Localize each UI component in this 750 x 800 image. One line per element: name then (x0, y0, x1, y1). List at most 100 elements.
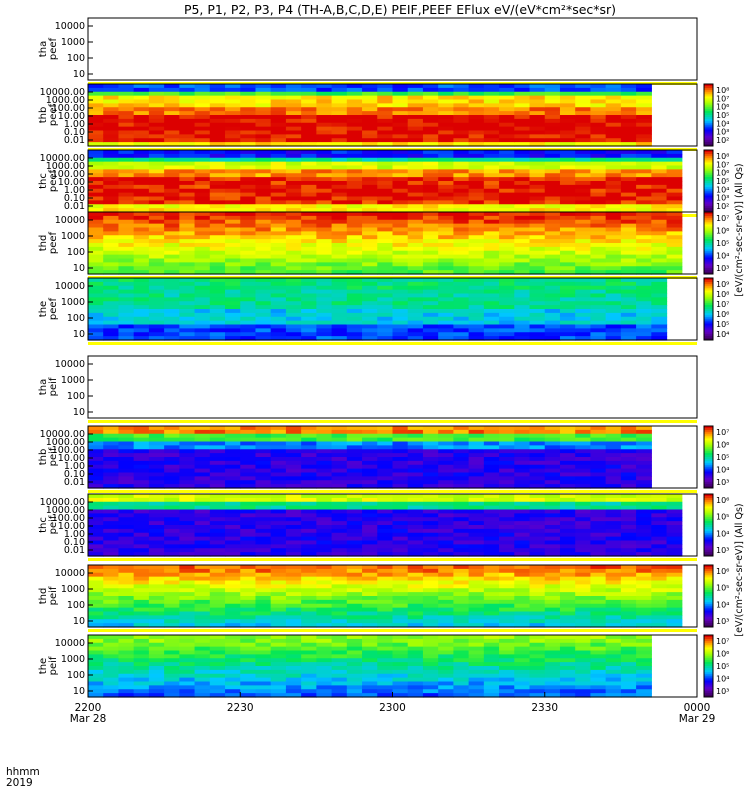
heatmap-cell (164, 565, 180, 570)
heatmap-cell (453, 254, 470, 260)
heatmap-cell (377, 552, 394, 557)
heatmap-cell (255, 312, 272, 318)
heatmap-cell (255, 441, 272, 446)
heatmap-cell (148, 476, 165, 481)
heatmap-cell (529, 181, 546, 186)
heatmap-cell (407, 134, 424, 139)
heatmap-cell (392, 476, 409, 481)
heatmap-cell (483, 243, 500, 248)
heatmap-cell (209, 305, 226, 310)
heatmap-cell (651, 494, 668, 499)
heatmap-cell (422, 312, 439, 318)
heatmap-cell (514, 615, 531, 620)
heatmap-cell (346, 161, 363, 167)
heatmap-cell (514, 188, 531, 194)
heatmap-cell (285, 278, 302, 283)
heatmap-cell (255, 681, 272, 686)
colorbar-swatch (704, 535, 713, 538)
heatmap-cell (316, 494, 333, 499)
heatmap-cell (392, 301, 409, 306)
heatmap-cell (285, 544, 302, 549)
heatmap-cell (285, 638, 302, 644)
heatmap-cell (240, 509, 257, 514)
heatmap-cell (651, 324, 668, 329)
heatmap-cell (240, 642, 257, 648)
heatmap-cell (118, 258, 135, 263)
heatmap-cell (483, 219, 500, 225)
heatmap-cell (620, 293, 637, 298)
heatmap-cell (301, 126, 317, 132)
heatmap-cell (225, 235, 241, 240)
heatmap-cell (453, 611, 470, 616)
heatmap-cell (620, 505, 637, 511)
heatmap-cell (118, 130, 135, 135)
heatmap-cell (255, 157, 272, 163)
heatmap-cell (559, 142, 576, 147)
heatmap-cell (392, 449, 409, 454)
heatmap-cell (240, 212, 257, 217)
heatmap-cell (590, 441, 607, 446)
heatmap-cell (453, 208, 470, 213)
heatmap-cell (285, 572, 302, 578)
heatmap-cell (362, 115, 378, 120)
heatmap-cell (194, 685, 211, 690)
heatmap-cell (636, 177, 652, 182)
heatmap-cell (514, 130, 531, 135)
heatmap-cell (179, 219, 196, 225)
heatmap-cell (544, 254, 561, 260)
heatmap-cell (407, 528, 424, 534)
heatmap-cell (407, 177, 424, 182)
colorbar-tick-label: 10⁶ (716, 103, 729, 112)
heatmap-cell (438, 544, 454, 549)
heatmap-cell (636, 243, 652, 248)
heatmap-cell (164, 603, 180, 609)
colorbar-swatch (704, 139, 713, 143)
heatmap-cell (438, 468, 454, 474)
heatmap-cell (103, 525, 120, 530)
heatmap-cell (362, 219, 378, 225)
heatmap-cell (148, 445, 165, 450)
heatmap-cell (407, 603, 424, 609)
heatmap-cell (179, 262, 196, 267)
heatmap-cell (316, 293, 333, 298)
heatmap-cell (118, 464, 135, 470)
heatmap-cell (559, 532, 576, 538)
heatmap-cell (255, 548, 272, 553)
heatmap-cell (453, 173, 470, 178)
heatmap-cell (164, 611, 180, 616)
heatmap-cell (270, 246, 287, 252)
heatmap-cell (88, 669, 104, 675)
heatmap-cell (468, 548, 485, 553)
heatmap-cell (620, 596, 637, 601)
heatmap-cell (316, 552, 333, 557)
heatmap-cell (103, 599, 120, 605)
heatmap-cell (133, 289, 150, 295)
heatmap-cell (88, 681, 104, 686)
heatmap-cell (575, 584, 592, 589)
heatmap-cell (651, 536, 668, 542)
heatmap-cell (316, 99, 333, 104)
heatmap-cell (605, 258, 622, 263)
heatmap-cell (270, 87, 287, 93)
heatmap-cell (164, 305, 180, 310)
heatmap-cell (453, 192, 470, 198)
heatmap-cell (331, 509, 348, 514)
heatmap-cell (346, 231, 363, 236)
heatmap-cell (103, 565, 120, 570)
heatmap-cell (422, 464, 439, 470)
heatmap-cell (620, 480, 637, 485)
heatmap-cell (453, 505, 470, 511)
heatmap-cell (331, 572, 348, 578)
heatmap-cell (194, 192, 211, 198)
heatmap-cell (148, 161, 165, 167)
heatmap-cell (422, 99, 439, 104)
heatmap-cell (148, 281, 165, 287)
colorbar-swatch (704, 304, 713, 308)
heatmap-cell (407, 200, 424, 205)
heatmap-cell (468, 285, 485, 291)
heatmap-cell (499, 565, 515, 570)
heatmap-cell (529, 584, 546, 589)
heatmap-cell (499, 200, 515, 205)
heatmap-cell (255, 662, 272, 667)
heatmap-cell (179, 592, 196, 597)
